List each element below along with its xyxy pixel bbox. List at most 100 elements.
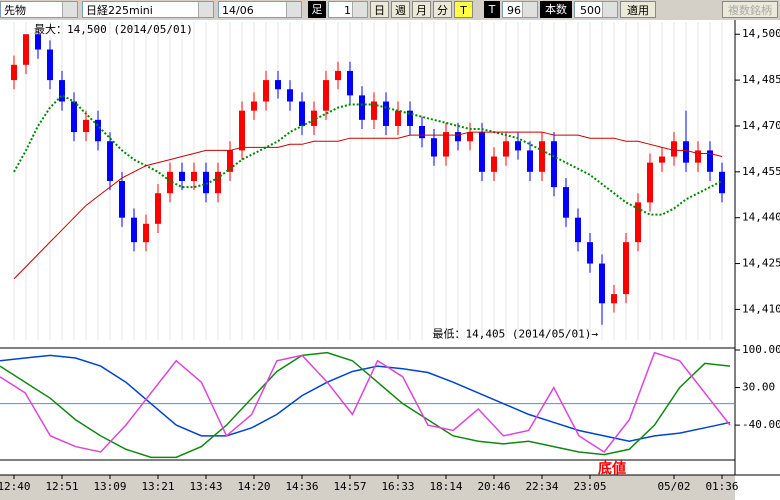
candle-body bbox=[491, 156, 497, 172]
oscillator-line bbox=[0, 354, 731, 442]
contract-select[interactable]: 14/06 bbox=[218, 1, 302, 18]
foot-label: 足 bbox=[308, 1, 326, 18]
candle-body bbox=[299, 101, 305, 126]
y-tick-label: 14,455 bbox=[742, 165, 780, 178]
candle-body bbox=[563, 187, 569, 218]
candle-body bbox=[647, 162, 653, 203]
candle-body bbox=[695, 150, 701, 163]
x-tick-label: 16:33 bbox=[381, 480, 414, 493]
period-button[interactable]: 分 bbox=[433, 1, 452, 18]
candle-body bbox=[407, 110, 413, 126]
period-button[interactable]: 日 bbox=[370, 1, 389, 18]
candle-body bbox=[623, 242, 629, 295]
candle-body bbox=[551, 141, 557, 188]
y-tick-label: 14,425 bbox=[742, 257, 780, 270]
x-tick-label: 01:36 bbox=[705, 480, 738, 493]
candle-body bbox=[611, 294, 617, 304]
x-tick-label: 13:43 bbox=[189, 480, 222, 493]
candle-body bbox=[119, 181, 125, 218]
candle-body bbox=[671, 141, 677, 157]
candle-body bbox=[11, 64, 17, 81]
ma-line bbox=[13, 131, 723, 280]
candle-body bbox=[47, 49, 53, 81]
candle-body bbox=[335, 70, 341, 81]
period-button[interactable]: 週 bbox=[391, 1, 410, 18]
candle-body bbox=[719, 171, 725, 194]
x-tick-label: 13:21 bbox=[141, 480, 174, 493]
y-tick-label: -40.00 bbox=[742, 418, 780, 431]
candle-body bbox=[347, 70, 353, 96]
symbol-select[interactable]: 日経225mini bbox=[82, 1, 214, 18]
x-tick-label: 13:09 bbox=[93, 480, 126, 493]
candle-body bbox=[179, 171, 185, 181]
y-tick-label: 100.00 bbox=[742, 343, 780, 356]
candle-body bbox=[323, 80, 329, 111]
candle-body bbox=[35, 34, 41, 50]
market-select[interactable]: 先物 bbox=[0, 1, 78, 18]
candle-body bbox=[431, 138, 437, 157]
x-tick-label: 18:14 bbox=[429, 480, 462, 493]
interval-input[interactable]: 1 bbox=[328, 1, 368, 18]
candle-body bbox=[263, 80, 269, 102]
candle-body bbox=[371, 101, 377, 120]
x-tick-label: 22:34 bbox=[525, 480, 558, 493]
axis-bg bbox=[735, 20, 780, 500]
oscillator-line bbox=[0, 351, 731, 453]
x-tick-label: 12:51 bbox=[45, 480, 78, 493]
candle-body bbox=[515, 141, 521, 151]
period-button[interactable]: 月 bbox=[412, 1, 431, 18]
annotation: 底値 bbox=[598, 460, 626, 477]
ma-line bbox=[13, 94, 723, 216]
multi-button[interactable]: 複数銘柄 bbox=[722, 1, 778, 18]
candle-body bbox=[131, 217, 137, 243]
max-label: 最大：14,500 (2014/05/01) bbox=[34, 22, 193, 36]
candle-body bbox=[275, 80, 281, 90]
count-label: 本数 bbox=[540, 1, 572, 18]
min-label: 最低：14,405 (2014/05/01)→ bbox=[433, 328, 599, 341]
candle-body bbox=[539, 141, 545, 172]
candle-body bbox=[575, 217, 581, 243]
candle-body bbox=[635, 202, 641, 243]
count-input[interactable]: 500 bbox=[574, 1, 618, 18]
candle-body bbox=[683, 141, 689, 163]
candle-body bbox=[23, 34, 29, 65]
candle-body bbox=[707, 150, 713, 172]
x-tick-label: 14:36 bbox=[285, 480, 318, 493]
candle-body bbox=[419, 125, 425, 139]
candle-body bbox=[443, 132, 449, 157]
candle-body bbox=[239, 110, 245, 151]
candle-body bbox=[83, 119, 89, 133]
candle-body bbox=[479, 132, 485, 172]
candle-body bbox=[599, 263, 605, 304]
candle-body bbox=[383, 101, 389, 126]
candle-body bbox=[251, 101, 257, 111]
candle-body bbox=[95, 119, 101, 142]
x-tick-label: 12:40 bbox=[0, 480, 31, 493]
oscillator-line bbox=[0, 351, 731, 459]
candle-body bbox=[455, 132, 461, 142]
candle-body bbox=[227, 150, 233, 172]
x-tick-label: 05/02 bbox=[657, 480, 690, 493]
t-input[interactable]: 96 bbox=[502, 1, 538, 18]
candle-body bbox=[467, 132, 473, 142]
x-tick-label: 14:20 bbox=[237, 480, 270, 493]
candle-body bbox=[587, 242, 593, 264]
candle-body bbox=[359, 95, 365, 120]
candle-body bbox=[71, 101, 77, 133]
candle-body bbox=[203, 171, 209, 194]
period-button[interactable]: T bbox=[454, 1, 473, 18]
y-tick-label: 14,440 bbox=[742, 211, 780, 224]
candle-body bbox=[527, 150, 533, 172]
y-tick-label: 14,470 bbox=[742, 119, 780, 132]
apply-button[interactable]: 適用 bbox=[620, 1, 656, 18]
candle-body bbox=[155, 193, 161, 224]
y-tick-label: 14,500 bbox=[742, 27, 780, 40]
candle-body bbox=[395, 110, 401, 126]
candle-body bbox=[503, 141, 509, 157]
candle-body bbox=[311, 110, 317, 126]
chart: 14,500 14,485 14,470 14,455 14,440 14,425 14,4… bbox=[0, 20, 780, 500]
t-label: T bbox=[484, 1, 500, 18]
x-tick-label: 23:05 bbox=[573, 480, 606, 493]
candle-body bbox=[167, 171, 173, 194]
